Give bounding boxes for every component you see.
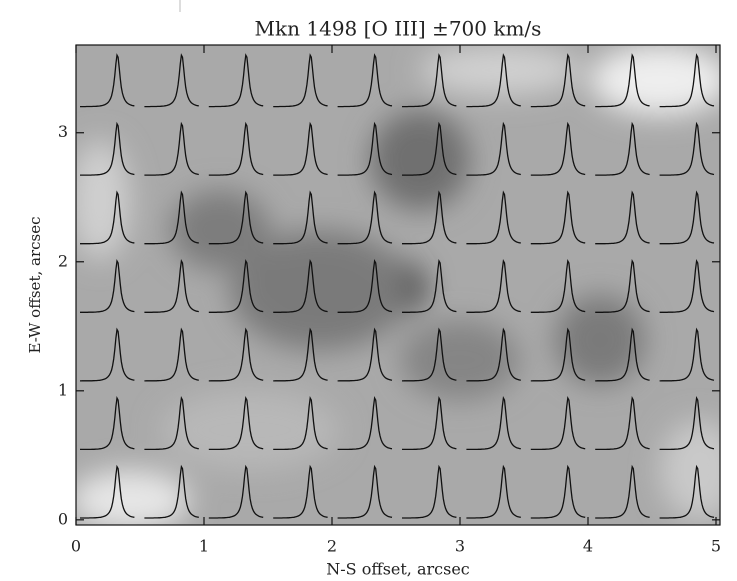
x-tick-label: 4: [583, 537, 593, 556]
spectrum: [402, 121, 457, 176]
chart-title: Mkn 1498 [O III] ±700 km/s: [255, 17, 542, 41]
y-tick-label: 0: [58, 509, 68, 528]
spectrum: [466, 259, 521, 313]
spectrum: [530, 464, 586, 519]
spectrum: [144, 396, 199, 451]
spectrum: [659, 121, 715, 176]
spectrum: [144, 464, 199, 519]
spectrum: [208, 121, 264, 176]
spectrum: [659, 396, 715, 451]
spectrum: [530, 53, 586, 108]
x-axis-label: N-S offset, arcsec: [326, 560, 470, 579]
spectrum: [659, 53, 715, 108]
spectrum: [595, 190, 650, 245]
spectrum: [466, 121, 521, 176]
spectrum: [273, 464, 328, 519]
spectrum: [659, 259, 715, 313]
spectrum: [208, 190, 264, 245]
spectrum: [466, 327, 521, 382]
x-tick-label: 0: [71, 537, 81, 556]
spectrum: [144, 190, 199, 245]
spectrum: [595, 53, 650, 108]
spectrum: [337, 190, 393, 245]
spectrum: [273, 396, 328, 451]
intensity-map: [76, 45, 720, 525]
spectrum: [144, 121, 199, 176]
spectrum: [273, 327, 328, 382]
x-tick-label: 2: [327, 537, 337, 556]
spectrum: [402, 327, 457, 382]
spectrum: [80, 259, 135, 313]
spectrum: [659, 464, 715, 519]
spectrum: [337, 396, 393, 451]
spectrum: [208, 327, 264, 382]
spectrum: [80, 396, 135, 451]
spectrum: [80, 464, 135, 519]
spectrum: [337, 259, 393, 313]
y-tick-label: 3: [58, 122, 68, 141]
plot-frame: [75, 44, 721, 526]
spectrum: [273, 121, 328, 176]
spectrum: [530, 396, 586, 451]
spectrum: [466, 190, 521, 245]
spectrum: [144, 327, 199, 382]
spectrum: [208, 53, 264, 108]
spectrum: [530, 327, 586, 382]
x-tick-label: 3: [455, 537, 465, 556]
spectrum: [273, 190, 328, 245]
spectrum: [80, 327, 135, 382]
spectra-grid: [80, 53, 715, 519]
spectrum: [530, 121, 586, 176]
spectrum: [337, 53, 393, 108]
spectrum: [337, 327, 393, 382]
spectrum: [530, 259, 586, 313]
spectrum: [208, 464, 264, 519]
spectrum: [659, 190, 715, 245]
spectrum: [144, 259, 199, 313]
x-tick-label: 5: [711, 537, 721, 556]
spectrum: [80, 121, 135, 176]
spectrum: [144, 53, 199, 108]
spectrum: [466, 53, 521, 108]
spectrum: [208, 396, 264, 451]
spectrum: [80, 53, 135, 108]
spectrum: [595, 396, 650, 451]
spectrum: [595, 327, 650, 382]
spectrum: [659, 327, 715, 382]
spectrum: [595, 121, 650, 176]
spectrum: [402, 396, 457, 451]
y-tick-label: 2: [58, 251, 68, 270]
y-tick-label: 1: [58, 380, 68, 399]
spectrum: [402, 190, 457, 245]
spectrum: [337, 464, 393, 519]
spectrum: [402, 464, 457, 519]
x-tick-label: 1: [199, 537, 209, 556]
y-axis-label: E-W offset, arcsec: [26, 217, 44, 354]
spectrum: [530, 190, 586, 245]
spectrum: [273, 259, 328, 313]
spectrum: [466, 396, 521, 451]
spectrum: [208, 259, 264, 313]
spectrum: [466, 464, 521, 519]
spectrum: [402, 53, 457, 108]
spectrum: [595, 259, 650, 313]
spectrum: [402, 259, 457, 313]
spectrum: [595, 464, 650, 519]
spectrum: [337, 121, 393, 176]
spectrum: [273, 53, 328, 108]
spectrum: [80, 190, 135, 245]
